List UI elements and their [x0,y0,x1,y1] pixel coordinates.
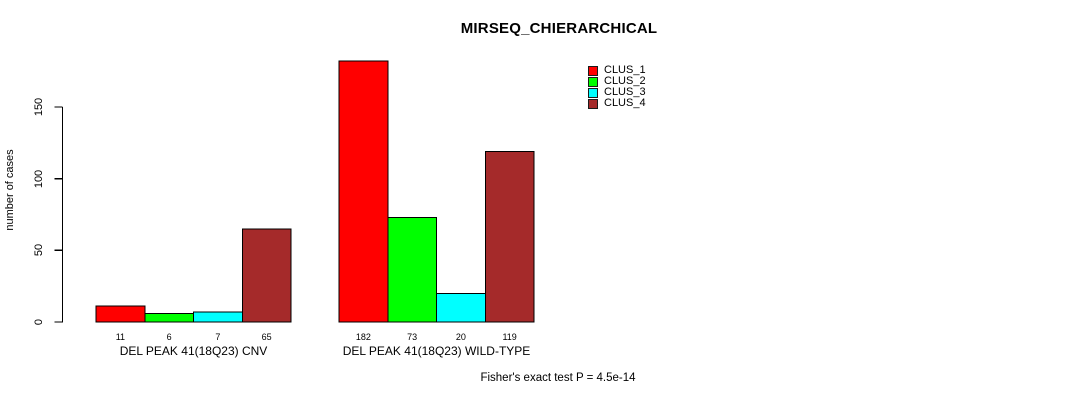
bar-clus_3-group2 [436,292,486,323]
legend-label: CLUS_2 [604,75,646,87]
bar-clus_1-group2 [338,60,389,323]
bar-clus_1-group1 [95,305,146,323]
legend-row: CLUS_1 [588,65,646,76]
bar-value-label: 182 [355,332,371,342]
bar-value-label: 73 [407,332,418,342]
bar-clus_4-group2 [484,150,535,323]
bar-clus_2-group2 [387,216,437,323]
bar-value-label: 65 [261,332,272,342]
bar-clus_3-group1 [193,311,243,323]
annotation-fisher-test: Fisher's exact test P = 4.5e-14 [480,372,636,384]
legend-swatch-clus_4 [588,98,598,109]
y-tick-label: 50 [33,244,45,257]
bar-value-label: 11 [115,332,126,342]
y-tick-label: 0 [33,318,45,326]
bar-clus_2-group1 [144,312,194,323]
legend-label: CLUS_1 [604,64,646,76]
legend-swatch-clus_3 [588,87,598,98]
y-tick-label: 150 [33,97,45,117]
bar-value-label: 119 [502,332,517,342]
bar-value-label: 20 [455,332,466,342]
y-tick-label: 100 [33,169,45,188]
chart-title: MIRSEQ_CHIERARCHICAL [460,20,658,37]
legend-swatch-clus_2 [588,76,598,87]
legend-row: CLUS_3 [588,87,646,98]
bar-clus_4-group1 [241,228,292,323]
legend-row: CLUS_2 [588,76,646,87]
legend-swatch-clus_1 [588,65,598,76]
x-category-label: DEL PEAK 41(18Q23) CNV [119,344,268,358]
legend-label: CLUS_3 [604,86,646,98]
x-category-label: DEL PEAK 41(18Q23) WILD-TYPE [342,344,531,358]
legend-row: CLUS_4 [588,98,646,109]
legend: CLUS_1 CLUS_2 CLUS_3 CLUS_4 [588,65,646,109]
bar-value-label: 6 [166,332,172,342]
legend-label: CLUS_4 [604,97,646,109]
bar-value-label: 7 [215,332,221,342]
